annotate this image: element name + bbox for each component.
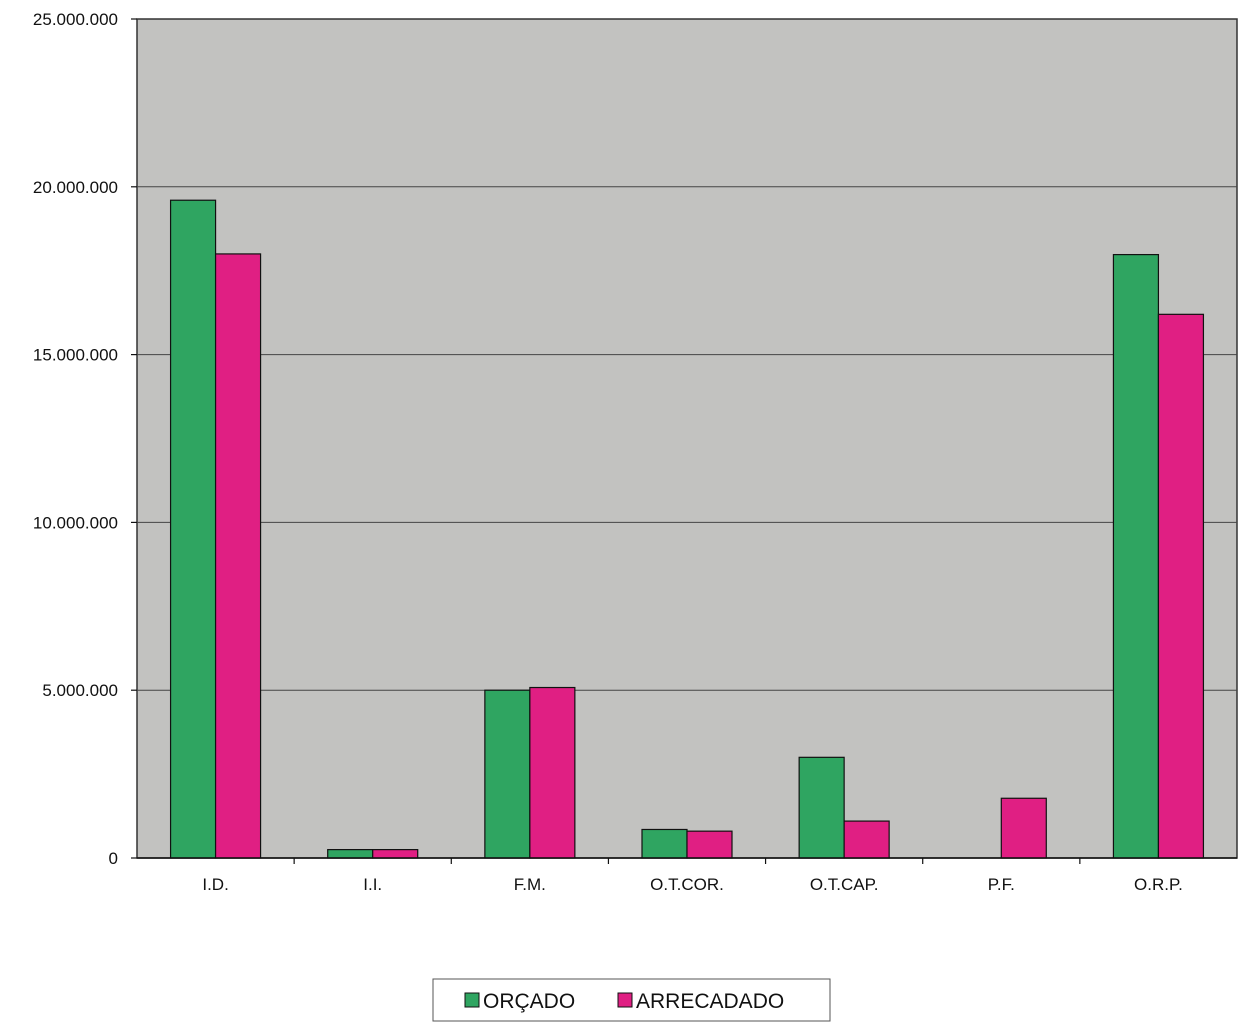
bar-or-ado-6 <box>1112 253 1160 859</box>
legend-label-orcado: ORÇADO <box>483 990 575 1013</box>
x-tick-label: P.F. <box>988 875 1015 894</box>
legend-label-arrecadado: ARRECADADO <box>636 990 784 1013</box>
y-tick-label: 20.000.000 <box>33 178 118 197</box>
bar-arrecadado-0 <box>214 253 262 859</box>
y-tick-label: 15.000.000 <box>33 346 118 365</box>
plot-area <box>136 18 1238 859</box>
x-tick-label: O.T.CAP. <box>810 875 879 894</box>
y-tick-label: 10.000.000 <box>33 513 118 532</box>
bar-arrecadado-2 <box>529 686 576 859</box>
bar-or-ado-0 <box>169 199 217 859</box>
y-tick-label: 5.000.000 <box>42 681 118 700</box>
y-tick-label: 0 <box>109 849 118 868</box>
gridlines <box>137 186 1237 691</box>
bar-or-ado-4 <box>798 756 845 859</box>
x-axis: I.D. I.I. F.M. O.T.COR. O.T.CAP. P.F. O.R.P. <box>202 858 1183 894</box>
bars <box>169 199 1205 859</box>
x-tick-label: O.R.P. <box>1134 875 1183 894</box>
bar-arrecadado-6 <box>1157 313 1205 859</box>
x-tick-label: F.M. <box>514 875 546 894</box>
x-tick-label: I.I. <box>363 875 382 894</box>
bar-arrecadado-1 <box>372 849 419 859</box>
bar-arrecadado-5 <box>1000 797 1047 859</box>
legend-swatch-orcado <box>464 992 480 1008</box>
legend-swatch-arrecadado <box>617 992 633 1008</box>
y-axis: 0 5.000.000 10.000.000 15.000.000 20.000.000… <box>33 10 137 868</box>
x-tick-label: I.D. <box>202 875 228 894</box>
legend: ORÇADO ARRECADADO <box>432 978 831 1022</box>
bar-or-ado-2 <box>484 689 531 859</box>
bar-arrecadado-3 <box>686 830 733 859</box>
bar-arrecadado-4 <box>843 820 890 859</box>
x-tick-label: O.T.COR. <box>650 875 724 894</box>
bar-or-ado-1 <box>327 849 374 859</box>
y-tick-label: 25.000.000 <box>33 10 118 29</box>
bar-or-ado-3 <box>641 828 688 859</box>
